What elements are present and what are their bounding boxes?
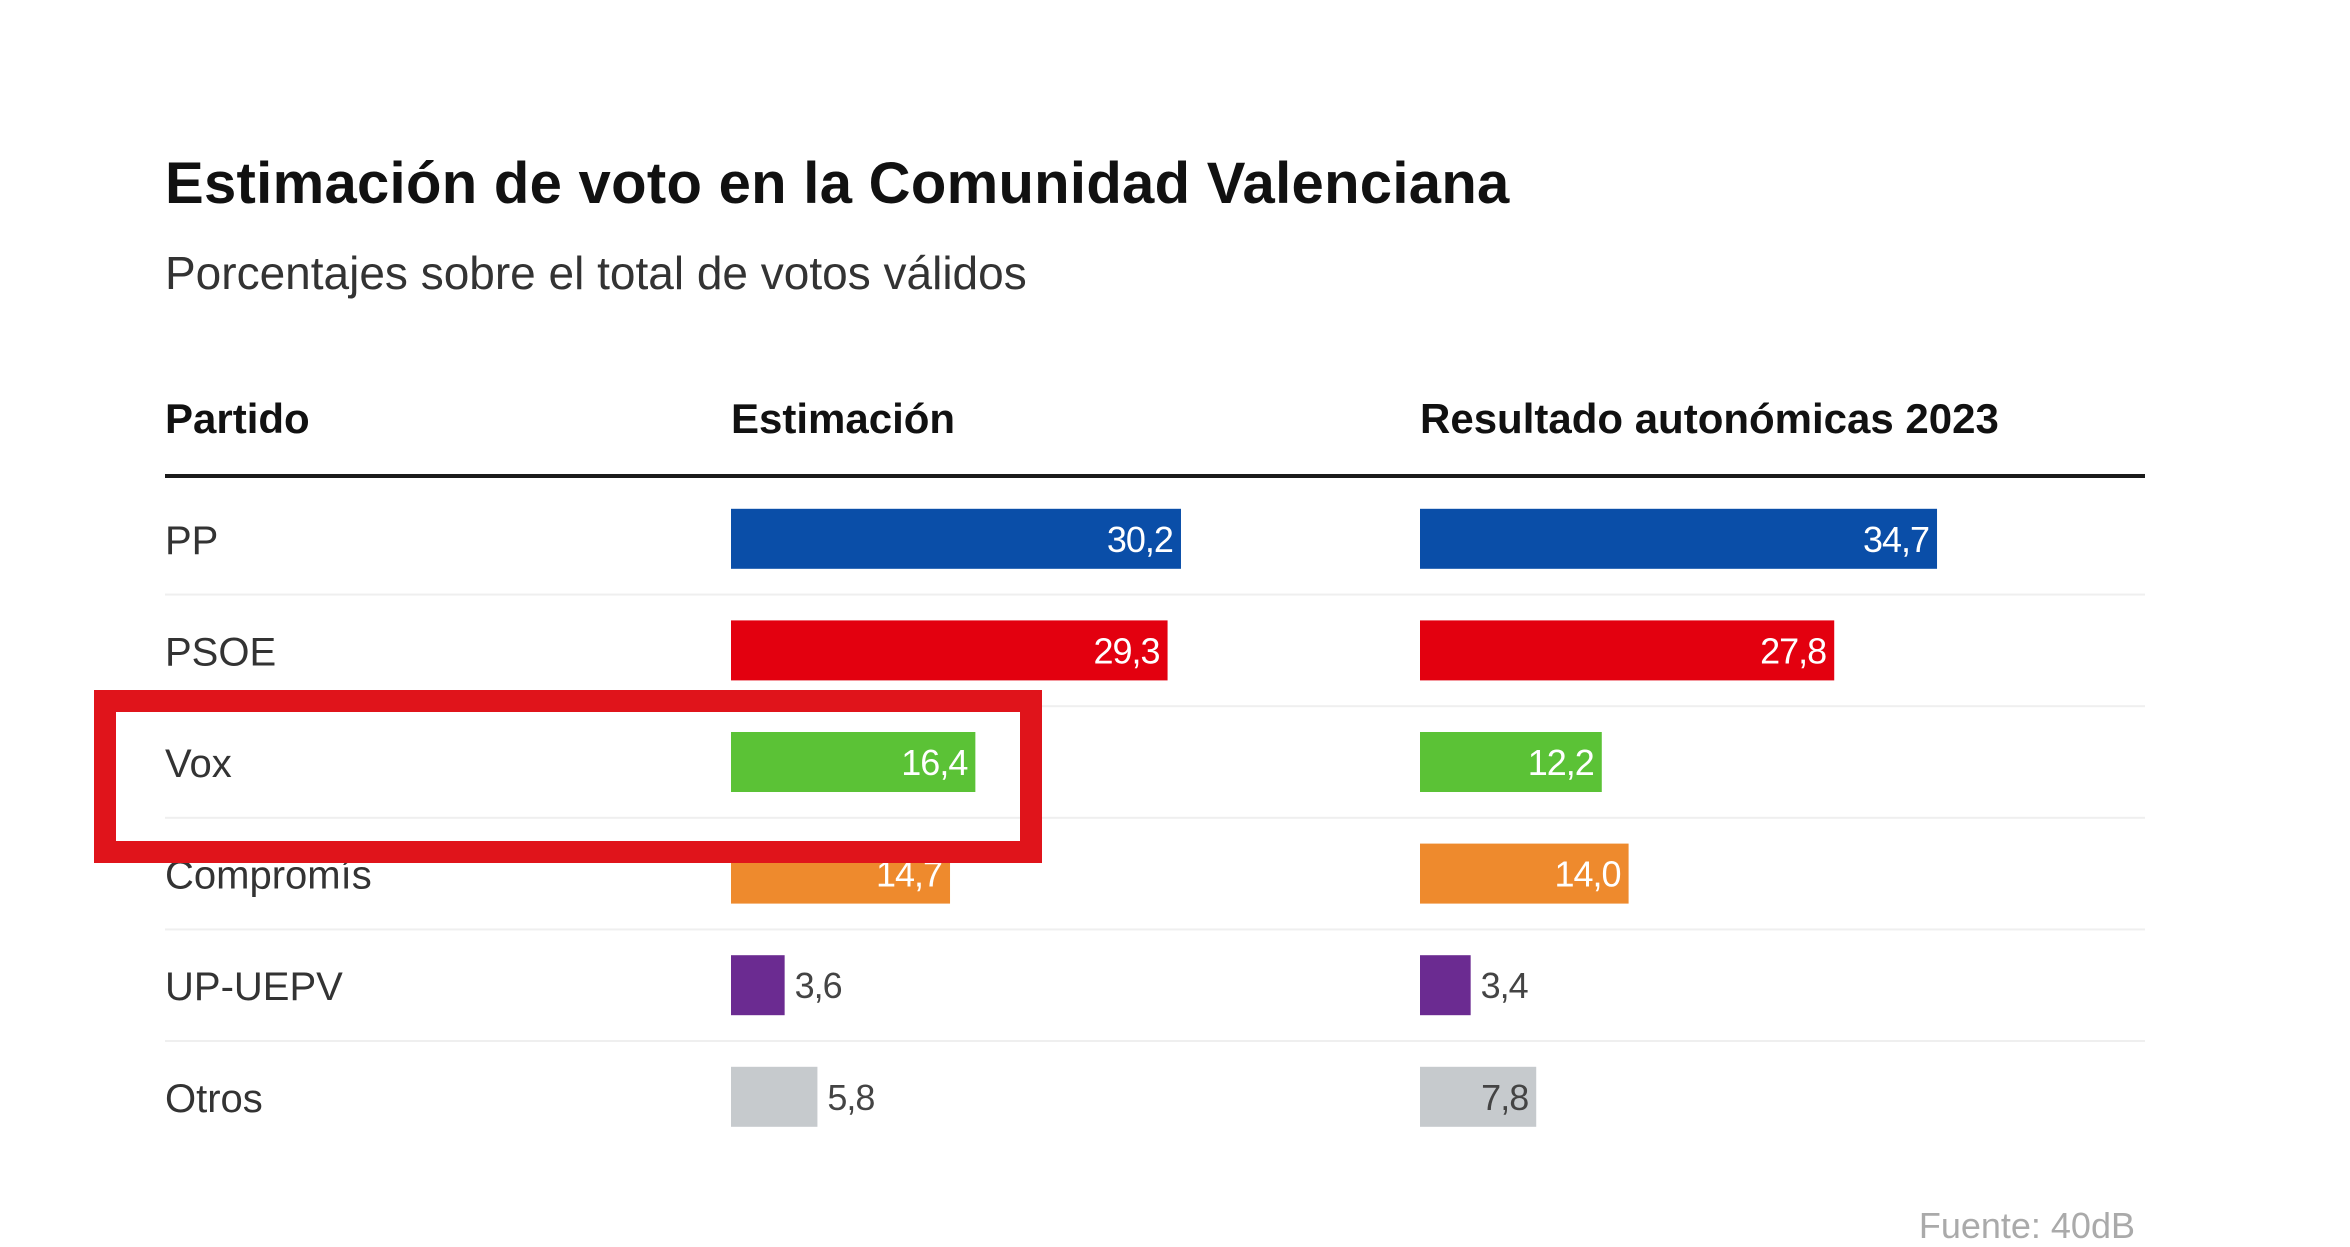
value-label-estimate-vox: 16,4: [901, 742, 967, 783]
party-label-up-uepv: UP-UEPV: [165, 965, 343, 1009]
value-label-result-pp: 34,7: [1863, 519, 1929, 560]
source-note: Fuente: 40dB: [1918, 1205, 2135, 1246]
bar-result-psoe: [1420, 620, 1835, 681]
row-separator: [165, 928, 2145, 931]
party-label-otros: Otros: [165, 1077, 263, 1121]
vox-highlight-box: [94, 690, 1042, 863]
bar-result-otros: [1420, 1066, 1537, 1127]
row-separator: [165, 705, 2145, 708]
bar-result-up-uepv: [1420, 955, 1471, 1016]
bar-result-vox: [1420, 732, 1602, 792]
value-label-estimate-pp: 30,2: [1107, 519, 1173, 560]
party-label-pp: PP: [165, 519, 218, 563]
header-rule: [165, 474, 2145, 478]
chart-subtitle: Porcentajes sobre el total de votos váli…: [165, 247, 1027, 299]
value-label-result-psoe: 27,8: [1760, 630, 1826, 671]
value-label-estimate-psoe: 29,3: [1093, 630, 1159, 671]
bar-estimate-otros: [731, 1066, 818, 1127]
bar-estimate-psoe: [731, 620, 1168, 681]
bar-estimate-vox: [731, 732, 976, 792]
column-header-estimate: Estimación: [731, 395, 956, 442]
value-label-result-vox: 12,2: [1528, 742, 1594, 783]
value-label-estimate-up-uepv: 3,6: [795, 965, 842, 1006]
value-label-result-otros: 7,8: [1481, 1077, 1528, 1118]
party-label-vox: Vox: [165, 742, 232, 786]
row-separator: [165, 1040, 2145, 1042]
column-header-party: Partido: [165, 395, 310, 442]
bar-estimate-pp: [731, 508, 1181, 569]
value-label-estimate-otros: 5,8: [827, 1077, 874, 1118]
column-header-result: Resultado autonómicas 2023: [1420, 395, 1999, 442]
party-label-psoe: PSOE: [165, 630, 276, 674]
value-label-result-up-uepv: 3,4: [1481, 965, 1528, 1006]
bar-estimate-up-uepv: [731, 955, 785, 1016]
value-label-result-compromis: 14,0: [1555, 854, 1621, 895]
row-separator: [165, 593, 2145, 596]
row-separator: [165, 816, 2145, 819]
chart-title: Estimación de voto en la Comunidad Valen…: [165, 151, 1510, 216]
bar-result-pp: [1420, 508, 1938, 569]
bar-result-compromis: [1420, 843, 1629, 904]
